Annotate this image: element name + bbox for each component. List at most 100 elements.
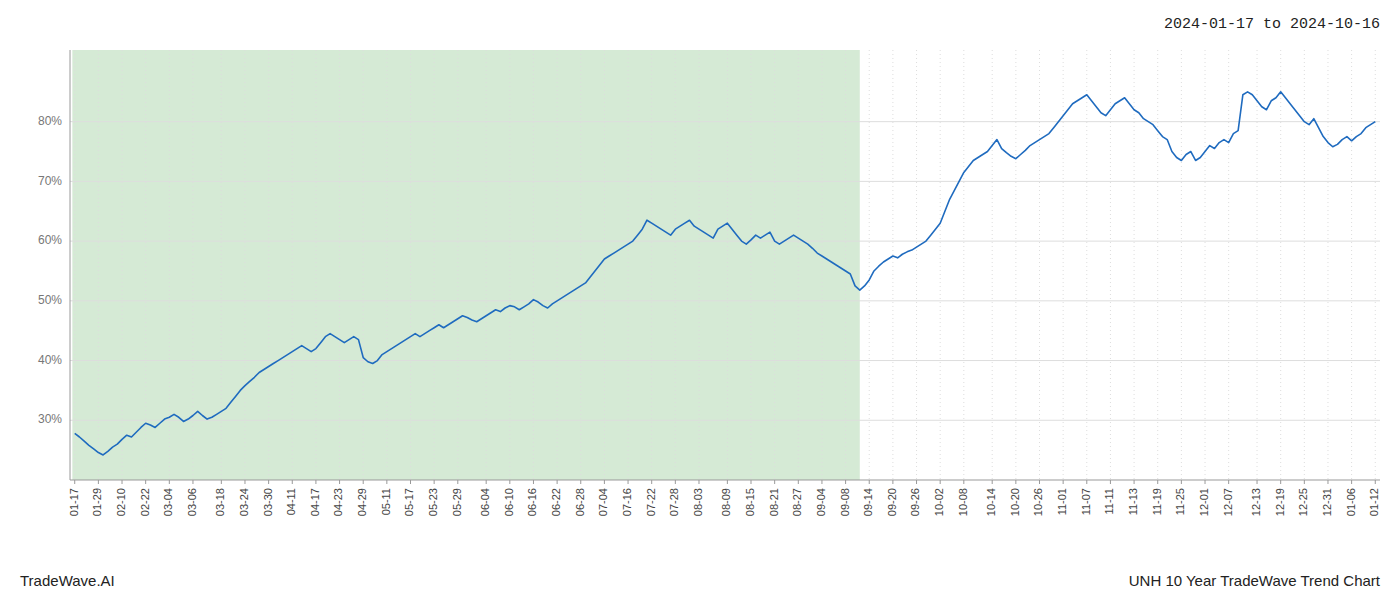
- x-grid-line: [1257, 50, 1258, 480]
- x-tick: [386, 480, 387, 484]
- x-tick-label: 11-01: [1056, 488, 1068, 515]
- x-grid-line: [509, 50, 510, 480]
- x-tick-label: 08-09: [720, 488, 732, 516]
- x-axis-line: [70, 480, 1380, 481]
- x-tick: [457, 480, 458, 484]
- x-tick-label: 02-10: [115, 488, 127, 516]
- x-tick-label: 10-08: [957, 488, 969, 516]
- x-grid-line: [74, 50, 75, 480]
- x-tick: [628, 480, 629, 484]
- x-tick-label: 05-17: [403, 488, 415, 516]
- x-grid-line: [1157, 50, 1158, 480]
- x-tick-label: 06-22: [550, 488, 562, 516]
- x-grid-line: [244, 50, 245, 480]
- x-tick-label: 08-27: [791, 488, 803, 516]
- x-tick-label: 03-18: [214, 488, 226, 516]
- x-tick-label: 09-08: [839, 488, 851, 516]
- x-tick-label: 06-28: [574, 488, 586, 516]
- x-tick-label: 12-25: [1297, 488, 1309, 516]
- x-grid-line: [557, 50, 558, 480]
- x-grid-line: [1304, 50, 1305, 480]
- y-axis-line: [70, 50, 71, 480]
- x-grid-line: [892, 50, 893, 480]
- footer-annotation: TradeWave.AI: [20, 572, 115, 589]
- x-grid-line: [268, 50, 269, 480]
- x-tick: [509, 480, 510, 484]
- x-tick-label: 04-23: [332, 488, 344, 516]
- x-grid-line: [410, 50, 411, 480]
- x-tick-label: 10-20: [1009, 488, 1021, 516]
- x-grid-line: [821, 50, 822, 480]
- x-grid-line: [727, 50, 728, 480]
- x-tick-label: 11-11: [1103, 488, 1115, 515]
- x-tick-label: 11-19: [1151, 488, 1163, 515]
- x-grid-line: [963, 50, 964, 480]
- x-tick: [845, 480, 846, 484]
- x-tick: [604, 480, 605, 484]
- y-tick-label: 60%: [38, 233, 62, 247]
- x-tick-label: 01-12: [1368, 488, 1380, 516]
- x-grid-line: [651, 50, 652, 480]
- x-grid-line: [1375, 50, 1376, 480]
- x-grid-line: [434, 50, 435, 480]
- plot-area: [70, 50, 1380, 480]
- x-tick: [1063, 480, 1064, 484]
- x-tick-label: 05-23: [427, 488, 439, 516]
- x-tick-label: 12-07: [1222, 488, 1234, 516]
- x-tick-label: 06-04: [479, 488, 491, 516]
- x-grid-line: [221, 50, 222, 480]
- x-tick-label: 05-11: [380, 488, 392, 515]
- x-grid-line: [457, 50, 458, 480]
- x-tick-label: 01-29: [91, 488, 103, 516]
- x-tick: [74, 480, 75, 484]
- y-tick-label: 50%: [38, 293, 62, 307]
- x-tick: [410, 480, 411, 484]
- x-tick: [940, 480, 941, 484]
- x-tick: [675, 480, 676, 484]
- x-tick: [1327, 480, 1328, 484]
- x-grid-line: [1181, 50, 1182, 480]
- x-grid-line: [1039, 50, 1040, 480]
- x-tick: [244, 480, 245, 484]
- x-tick: [1280, 480, 1281, 484]
- x-grid-line: [916, 50, 917, 480]
- x-grid-line: [628, 50, 629, 480]
- x-tick-label: 09-04: [815, 488, 827, 516]
- y-tick-label: 80%: [38, 114, 62, 128]
- x-tick-label: 10-02: [933, 488, 945, 516]
- x-grid-line: [604, 50, 605, 480]
- x-tick: [869, 480, 870, 484]
- x-tick-label: 10-14: [985, 488, 997, 516]
- x-tick-label: 07-22: [645, 488, 657, 516]
- x-grid-line: [486, 50, 487, 480]
- x-tick: [1205, 480, 1206, 484]
- x-grid-line: [751, 50, 752, 480]
- x-tick: [434, 480, 435, 484]
- x-tick: [292, 480, 293, 484]
- x-grid-line: [698, 50, 699, 480]
- x-tick-label: 09-26: [909, 488, 921, 516]
- x-tick: [798, 480, 799, 484]
- x-tick: [169, 480, 170, 484]
- x-tick-label: 02-22: [139, 488, 151, 516]
- x-tick: [1257, 480, 1258, 484]
- x-tick-label: 12-01: [1198, 488, 1210, 516]
- x-tick-label: 08-15: [744, 488, 756, 516]
- x-grid-line: [169, 50, 170, 480]
- x-tick-label: 11-25: [1174, 488, 1186, 515]
- x-grid-line: [1015, 50, 1016, 480]
- y-grid-line: [70, 360, 1380, 361]
- x-grid-line: [1327, 50, 1328, 480]
- x-grid-line: [315, 50, 316, 480]
- x-tick: [580, 480, 581, 484]
- x-tick: [221, 480, 222, 484]
- x-tick-label: 07-16: [621, 488, 633, 516]
- x-tick-label: 11-07: [1080, 488, 1092, 515]
- x-grid-line: [1110, 50, 1111, 480]
- title: 2024-01-17 to 2024-10-16: [1164, 16, 1380, 33]
- x-tick-label: 12-31: [1321, 488, 1333, 516]
- x-tick: [1351, 480, 1352, 484]
- y-tick-label: 30%: [38, 412, 62, 426]
- x-tick: [698, 480, 699, 484]
- x-tick: [1086, 480, 1087, 484]
